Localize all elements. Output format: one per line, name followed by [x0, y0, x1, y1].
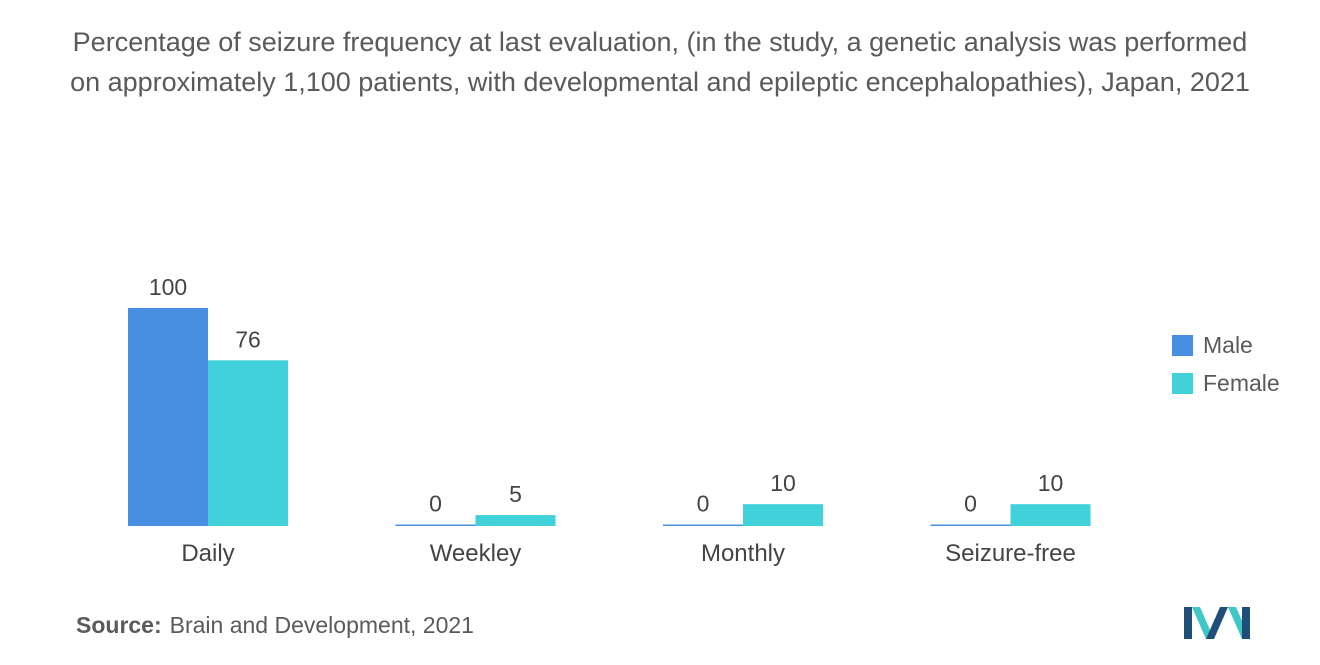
- bar-female-weekley: [475, 515, 556, 526]
- bar-male-daily: [128, 308, 208, 526]
- bar-male-seizure-free: [930, 524, 1011, 526]
- value-label-male-weekley: 0: [429, 491, 442, 517]
- category-label-seizure-free: Seizure-free: [945, 540, 1076, 567]
- category-label-daily: Daily: [181, 540, 234, 567]
- legend-label-male: Male: [1203, 331, 1253, 358]
- value-label-male-monthly: 0: [697, 491, 710, 517]
- bar-female-monthly: [743, 504, 823, 526]
- legend-swatch-female: [1172, 372, 1193, 394]
- value-label-female-weekley: 5: [509, 481, 522, 507]
- bar-female-seizure-free: [1010, 504, 1091, 526]
- source-label: Source:: [76, 612, 162, 638]
- source-text: Brain and Development, 2021: [169, 612, 474, 638]
- source-note: Source: Brain and Development, 2021: [76, 612, 474, 639]
- value-label-male-daily: 100: [149, 274, 187, 300]
- legend-item-male: Male: [1172, 326, 1280, 364]
- bar-male-monthly: [663, 524, 743, 526]
- chart-title: Percentage of seizure frequency at last …: [70, 27, 1250, 97]
- bar-female-daily: [208, 360, 288, 526]
- category-label-monthly: Monthly: [701, 540, 785, 567]
- value-label-female-monthly: 10: [770, 470, 796, 496]
- value-label-female-daily: 76: [235, 326, 261, 352]
- legend: Male Female: [1172, 326, 1280, 402]
- value-label-female-seizure-free: 10: [1038, 470, 1064, 496]
- company-logo-icon: [1184, 607, 1250, 639]
- category-label-weekley: Weekley: [430, 540, 522, 567]
- value-label-male-seizure-free: 0: [964, 491, 977, 517]
- category-labels-group: Daily Weekley Monthly Seizure-free: [181, 540, 1076, 567]
- legend-swatch-male: [1172, 334, 1193, 356]
- bar-male-weekley: [395, 524, 476, 526]
- legend-label-female: Female: [1203, 369, 1280, 396]
- legend-item-female: Female: [1172, 364, 1280, 402]
- bars-group: [128, 308, 1091, 526]
